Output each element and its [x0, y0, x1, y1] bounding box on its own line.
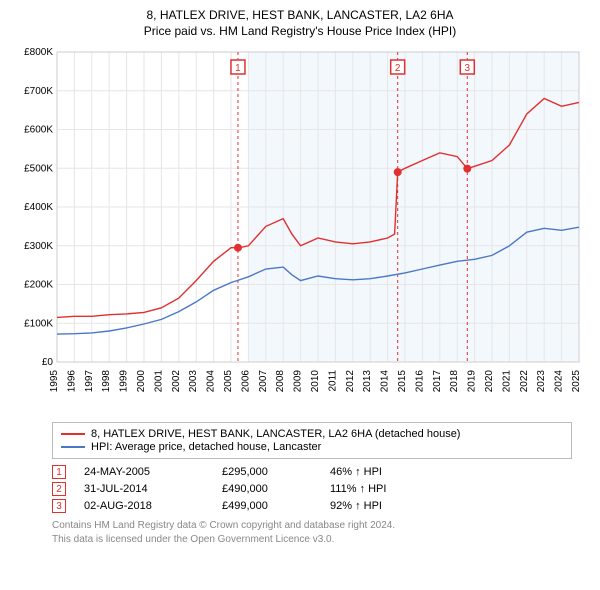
sale-date: 02-AUG-2018 — [84, 500, 204, 512]
legend-item-blue: HPI: Average price, detached house, Lanc… — [61, 441, 563, 453]
svg-text:1997: 1997 — [84, 370, 95, 393]
sale-price: £490,000 — [222, 483, 312, 495]
svg-text:2013: 2013 — [362, 370, 373, 393]
svg-text:1998: 1998 — [101, 370, 112, 393]
svg-text:1995: 1995 — [49, 370, 60, 393]
svg-text:2022: 2022 — [519, 370, 530, 393]
svg-text:£200K: £200K — [24, 280, 53, 291]
sale-row: 1 24-MAY-2005 £295,000 46% ↑ HPI — [52, 465, 572, 479]
svg-text:£500K: £500K — [24, 163, 53, 174]
svg-text:£100K: £100K — [24, 318, 53, 329]
sale-pct: 111% ↑ HPI — [330, 483, 420, 495]
svg-text:£400K: £400K — [24, 202, 53, 213]
svg-text:2008: 2008 — [275, 370, 286, 393]
sale-row: 3 02-AUG-2018 £499,000 92% ↑ HPI — [52, 499, 572, 513]
svg-text:2003: 2003 — [188, 370, 199, 393]
svg-text:2025: 2025 — [571, 370, 582, 393]
legend-label-blue: HPI: Average price, detached house, Lanc… — [91, 441, 321, 453]
svg-text:2019: 2019 — [467, 370, 478, 393]
attribution-footer: Contains HM Land Registry data © Crown c… — [52, 519, 580, 546]
sale-index-box: 3 — [52, 499, 66, 513]
svg-text:2017: 2017 — [432, 370, 443, 393]
svg-text:2001: 2001 — [153, 370, 164, 393]
svg-text:2006: 2006 — [240, 370, 251, 393]
svg-text:2018: 2018 — [449, 370, 460, 393]
svg-text:1996: 1996 — [66, 370, 77, 393]
chart-title: 8, HATLEX DRIVE, HEST BANK, LANCASTER, L… — [10, 8, 590, 22]
sale-date: 31-JUL-2014 — [84, 483, 204, 495]
svg-text:2012: 2012 — [345, 370, 356, 393]
svg-text:£600K: £600K — [24, 125, 53, 136]
sales-table: 1 24-MAY-2005 £295,000 46% ↑ HPI 2 31-JUL-201… — [52, 465, 572, 513]
svg-text:2000: 2000 — [136, 370, 147, 393]
sale-price: £295,000 — [222, 466, 312, 478]
svg-text:2023: 2023 — [536, 370, 547, 393]
svg-text:£800K: £800K — [24, 47, 53, 58]
sale-row: 2 31-JUL-2014 £490,000 111% ↑ HPI — [52, 482, 572, 496]
sale-index-box: 2 — [52, 482, 66, 496]
svg-text:£700K: £700K — [24, 86, 53, 97]
svg-text:2002: 2002 — [171, 370, 182, 393]
svg-text:£300K: £300K — [24, 241, 53, 252]
svg-text:2015: 2015 — [397, 370, 408, 393]
svg-text:2021: 2021 — [501, 370, 512, 393]
svg-text:2009: 2009 — [293, 370, 304, 393]
sale-pct: 92% ↑ HPI — [330, 500, 420, 512]
svg-text:2011: 2011 — [327, 370, 338, 392]
chart-subtitle: Price paid vs. HM Land Registry's House … — [10, 24, 590, 38]
svg-text:3: 3 — [465, 63, 471, 74]
legend-swatch-blue — [61, 446, 85, 448]
legend-label-red: 8, HATLEX DRIVE, HEST BANK, LANCASTER, L… — [91, 428, 460, 440]
svg-text:2: 2 — [395, 63, 401, 74]
svg-text:2005: 2005 — [223, 370, 234, 393]
legend-item-red: 8, HATLEX DRIVE, HEST BANK, LANCASTER, L… — [61, 428, 563, 440]
legend-swatch-red — [61, 433, 85, 435]
svg-text:2020: 2020 — [484, 370, 495, 393]
svg-text:2016: 2016 — [414, 370, 425, 393]
sale-price: £499,000 — [222, 500, 312, 512]
sale-pct: 46% ↑ HPI — [330, 466, 420, 478]
svg-text:1999: 1999 — [119, 370, 130, 393]
svg-text:2024: 2024 — [554, 370, 565, 393]
footer-line: This data is licensed under the Open Gov… — [52, 533, 580, 547]
svg-text:2007: 2007 — [258, 370, 269, 393]
svg-text:2014: 2014 — [380, 370, 391, 393]
price-chart: £0 £100K £200K £300K £400K £500K £600K £700K £80… — [15, 46, 585, 416]
svg-text:2010: 2010 — [310, 370, 321, 393]
svg-text:£0: £0 — [42, 357, 54, 368]
legend: 8, HATLEX DRIVE, HEST BANK, LANCASTER, L… — [52, 422, 572, 459]
sale-date: 24-MAY-2005 — [84, 466, 204, 478]
sale-index-box: 1 — [52, 465, 66, 479]
svg-text:2004: 2004 — [206, 370, 217, 393]
footer-line: Contains HM Land Registry data © Crown c… — [52, 519, 580, 533]
svg-text:1: 1 — [235, 63, 241, 74]
